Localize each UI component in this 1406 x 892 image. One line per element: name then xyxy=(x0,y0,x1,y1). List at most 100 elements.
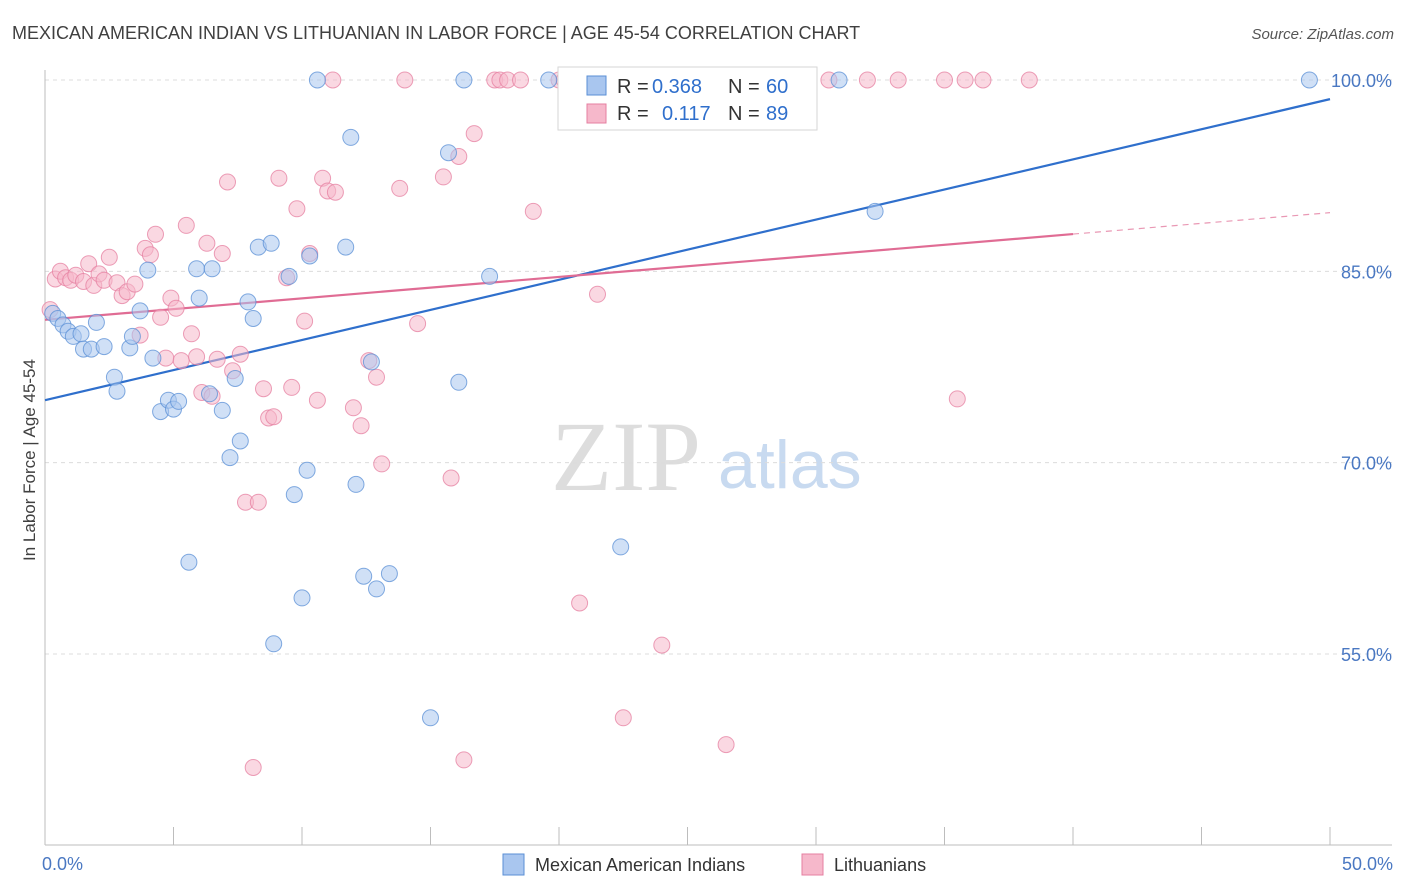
y-axis-label: In Labor Force | Age 45-54 xyxy=(20,359,39,561)
point-mexican-american-indians xyxy=(285,486,303,504)
point-mexican-american-indians xyxy=(280,267,298,285)
stats-legend-r-label-blue: R = xyxy=(617,76,649,98)
stats-legend-n-label-blue: N = xyxy=(728,76,760,98)
point-lithuanians xyxy=(208,350,226,368)
point-mexican-american-indians xyxy=(301,247,319,265)
point-lithuanians xyxy=(391,179,409,197)
point-mexican-american-indians xyxy=(362,353,380,371)
point-lithuanians xyxy=(231,345,249,363)
x-tick-label: 0.0% xyxy=(42,854,83,874)
point-lithuanians xyxy=(373,455,391,473)
point-lithuanians xyxy=(717,736,735,754)
point-lithuanians xyxy=(167,299,185,317)
point-lithuanians xyxy=(956,71,974,89)
point-mexican-american-indians xyxy=(481,267,499,285)
trend-line-lithuanians xyxy=(44,232,1074,321)
trend-lines xyxy=(44,98,1331,402)
point-lithuanians xyxy=(948,390,966,408)
point-lithuanians xyxy=(889,71,907,89)
point-lithuanians xyxy=(434,168,452,186)
point-lithuanians xyxy=(455,751,473,769)
point-lithuanians xyxy=(352,417,370,435)
point-lithuanians xyxy=(368,368,385,386)
point-mexican-american-indians xyxy=(123,327,141,345)
point-mexican-american-indians xyxy=(231,432,249,450)
point-lithuanians xyxy=(614,709,632,727)
gridlines xyxy=(45,79,1392,655)
point-mexican-american-indians xyxy=(226,370,244,387)
point-mexican-american-indians xyxy=(298,461,316,479)
point-lithuanians xyxy=(571,594,589,612)
point-lithuanians xyxy=(188,348,206,366)
legend-label-lithuanians: Lithuanians xyxy=(834,855,926,875)
point-mexican-american-indians xyxy=(342,128,360,146)
legend-swatch-lithuanians xyxy=(801,853,824,876)
point-mexican-american-indians xyxy=(422,709,439,727)
chart-source: Source: ZipAtlas.com xyxy=(1251,26,1394,43)
point-lithuanians xyxy=(589,285,606,303)
point-mexican-american-indians xyxy=(293,589,311,607)
point-lithuanians xyxy=(512,71,529,89)
point-mexican-american-indians xyxy=(213,401,231,419)
point-mexican-american-indians xyxy=(108,382,126,400)
point-lithuanians xyxy=(409,315,427,333)
point-mexican-american-indians xyxy=(337,238,355,256)
watermark: ZIP atlas xyxy=(551,401,862,512)
point-mexican-american-indians xyxy=(239,293,257,311)
point-lithuanians xyxy=(126,275,144,293)
point-lithuanians xyxy=(213,245,231,262)
point-lithuanians xyxy=(308,391,326,409)
point-lithuanians xyxy=(396,71,414,89)
point-mexican-american-indians xyxy=(540,71,558,89)
stats-legend-r-value-pink: 0.117 xyxy=(662,103,711,125)
point-lithuanians xyxy=(265,408,283,426)
scatter-points xyxy=(41,71,1318,776)
point-lithuanians xyxy=(147,225,164,243)
point-mexican-american-indians xyxy=(440,144,457,162)
stats-legend: R = 0.368 N = 60 R = 0.117 N = 89 xyxy=(557,66,818,131)
point-mexican-american-indians xyxy=(265,635,283,653)
point-mexican-american-indians xyxy=(131,302,149,320)
point-lithuanians xyxy=(442,469,460,487)
point-lithuanians xyxy=(244,759,262,776)
point-mexican-american-indians xyxy=(455,71,473,89)
point-lithuanians xyxy=(326,183,344,201)
point-mexican-american-indians xyxy=(221,449,239,467)
y-tick-label: 85.0% xyxy=(1341,262,1392,282)
y-tick-label: 100.0% xyxy=(1331,71,1392,91)
point-mexican-american-indians xyxy=(105,368,123,386)
point-lithuanians xyxy=(183,325,200,343)
point-mexican-american-indians xyxy=(139,261,157,279)
stats-legend-n-value-pink: 89 xyxy=(766,103,788,125)
chart-title: MEXICAN AMERICAN INDIAN VS LITHUANIAN IN… xyxy=(12,23,860,43)
point-lithuanians xyxy=(198,234,216,252)
point-mexican-american-indians xyxy=(170,392,188,410)
point-mexican-american-indians xyxy=(380,565,398,583)
legend-swatch-mexican-american-indians xyxy=(502,853,525,876)
point-mexican-american-indians xyxy=(72,325,90,343)
point-lithuanians xyxy=(936,71,953,89)
point-mexican-american-indians xyxy=(244,310,262,327)
point-lithuanians xyxy=(141,246,159,264)
point-lithuanians xyxy=(270,169,288,187)
stats-legend-r-label-pink: R = xyxy=(617,103,649,125)
point-mexican-american-indians xyxy=(1300,71,1318,89)
point-mexican-american-indians xyxy=(262,234,280,252)
point-mexican-american-indians xyxy=(144,349,162,367)
point-mexican-american-indians xyxy=(308,71,326,89)
point-mexican-american-indians xyxy=(190,289,208,307)
point-lithuanians xyxy=(80,255,98,273)
axes xyxy=(44,70,1392,846)
point-mexican-american-indians xyxy=(347,475,365,493)
point-lithuanians xyxy=(324,71,342,89)
stats-legend-n-value-blue: 60 xyxy=(766,76,788,98)
watermark-zip: ZIP xyxy=(551,401,701,512)
y-tick-label: 55.0% xyxy=(1341,645,1392,665)
point-mexican-american-indians xyxy=(355,567,373,585)
point-lithuanians xyxy=(653,636,671,654)
legend-label-mexican-american-indians: Mexican American Indians xyxy=(535,855,745,875)
x-tick-label: 50.0% xyxy=(1342,854,1393,874)
point-lithuanians xyxy=(858,71,876,89)
point-lithuanians xyxy=(152,308,170,326)
